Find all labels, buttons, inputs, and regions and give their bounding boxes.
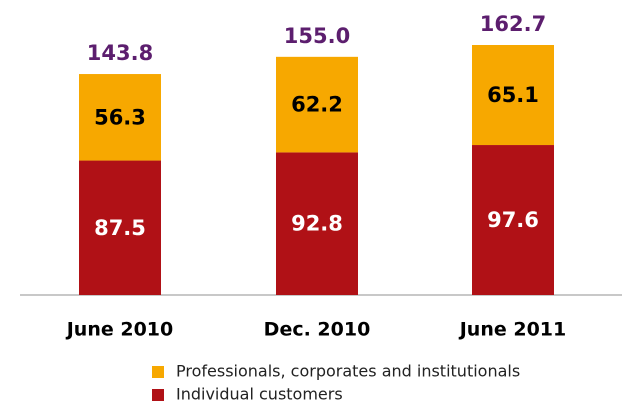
bar-segment xyxy=(472,45,554,146)
bar-segment xyxy=(472,145,554,295)
segment-label: 97.6 xyxy=(487,208,539,232)
bar-segment xyxy=(79,74,161,161)
legend-swatch xyxy=(152,389,164,401)
bar-segment xyxy=(79,160,161,295)
segment-label: 87.5 xyxy=(94,216,146,240)
x-tick-label: June 2010 xyxy=(65,319,174,341)
bar-segment xyxy=(276,152,358,295)
x-tick-label: June 2011 xyxy=(458,319,567,341)
total-label: 143.8 xyxy=(87,41,153,65)
segment-label: 92.8 xyxy=(291,212,343,236)
legend-swatch xyxy=(152,366,164,378)
legend-label: Individual customers xyxy=(176,385,343,404)
bar-segment xyxy=(276,56,358,153)
segment-label: 62.2 xyxy=(291,93,343,117)
legend-label: Professionals, corporates and institutio… xyxy=(176,362,520,381)
x-tick-label: Dec. 2010 xyxy=(264,319,371,341)
segment-label: 56.3 xyxy=(94,105,146,129)
segment-label: 65.1 xyxy=(487,83,539,107)
total-label: 162.7 xyxy=(480,12,546,36)
total-label: 155.0 xyxy=(284,24,350,48)
